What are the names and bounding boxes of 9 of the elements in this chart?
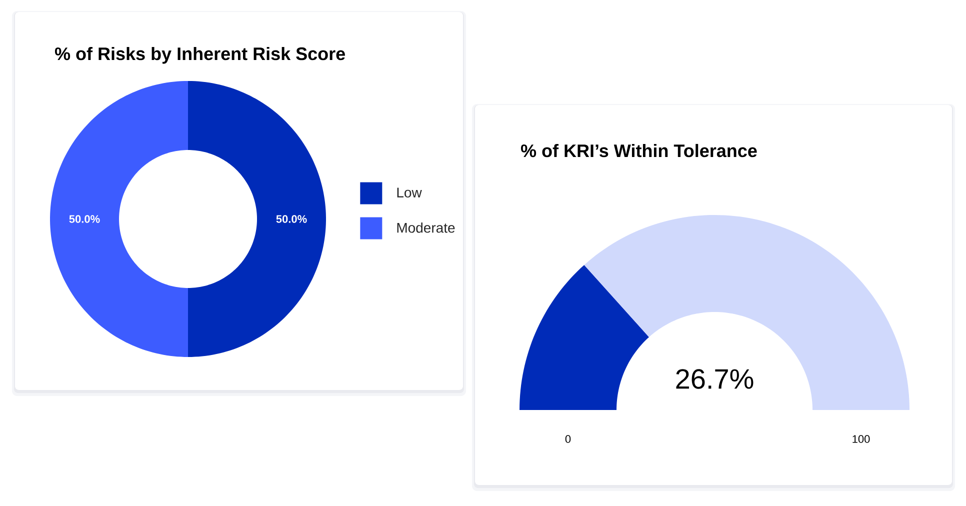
text: 26.7% [676,369,754,389]
legend-label: Low [397,188,422,198]
chart-title: % of KRI’s Within Tolerance [520,144,757,158]
text: 100 [852,435,870,443]
chart-title: % of Risks by Inherent Risk Score [54,46,345,64]
data-label: 50.0% [69,215,100,223]
data-label: 50.0% [276,215,307,223]
legend-label: Moderate [397,222,455,233]
text: 0 [565,435,571,443]
